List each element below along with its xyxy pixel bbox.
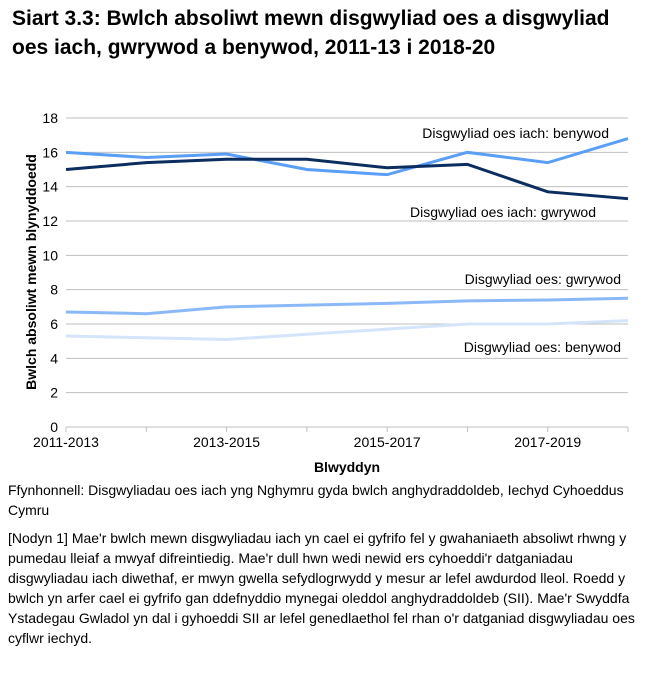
y-tick-label: 16	[42, 144, 58, 160]
footnote-text: [Nodyn 1] Mae'r bwlch mewn disgwyliadau …	[8, 530, 635, 646]
series-labels: Disgwyliad oes iach: benywod Disgwyliad o…	[410, 125, 621, 355]
series-line-0	[65, 137, 629, 177]
source-text: Ffynhonnell: Disgwyliadau oes iach yng N…	[8, 482, 624, 518]
y-tick-label: 12	[42, 213, 58, 229]
y-axis-label: Bwlch absoliwt mewn blynyddoedd	[23, 154, 39, 390]
series-line-1	[65, 157, 629, 201]
y-tick-label: 10	[42, 247, 58, 263]
x-tick-label: 2015-2017	[354, 434, 421, 450]
series-label: Disgwyliad oes: gwrywod	[465, 271, 621, 287]
y-tick-labels: 0 2 4 6 8 10 12 14 16 18	[42, 110, 58, 435]
x-tick-labels: 2011-2013 2013-2015 2015-2017 2017-2019	[33, 434, 581, 450]
y-tick-label: 14	[42, 179, 58, 195]
y-tick-label: 6	[50, 316, 58, 332]
line-chart: 0 2 4 6 8 10 12 14 16 18 2011-2013 2013-2015 2015-2…	[23, 110, 629, 475]
series-label: Disgwyliad oes: benywod	[464, 339, 621, 355]
y-tick-label: 8	[50, 282, 58, 298]
x-tick-label: 2013-2015	[193, 434, 260, 450]
y-tick-label: 2	[50, 385, 58, 401]
series-label: Disgwyliad oes iach: gwrywod	[410, 204, 596, 220]
y-tick-label: 18	[42, 110, 58, 126]
y-tick-label: 0	[50, 419, 58, 435]
x-tick-label: 2017-2019	[514, 434, 581, 450]
series-lines	[65, 137, 629, 341]
x-tick-label: 2011-2013	[33, 434, 99, 450]
series-line-3	[65, 319, 629, 341]
chart-title: Siart 3.3: Bwlch absoliwt mewn disgwylia…	[12, 7, 610, 59]
x-axis-label: Blwyddyn	[314, 459, 380, 475]
series-line-2	[65, 296, 629, 316]
y-tick-label: 4	[50, 350, 58, 366]
series-label: Disgwyliad oes iach: benywod	[422, 125, 609, 141]
